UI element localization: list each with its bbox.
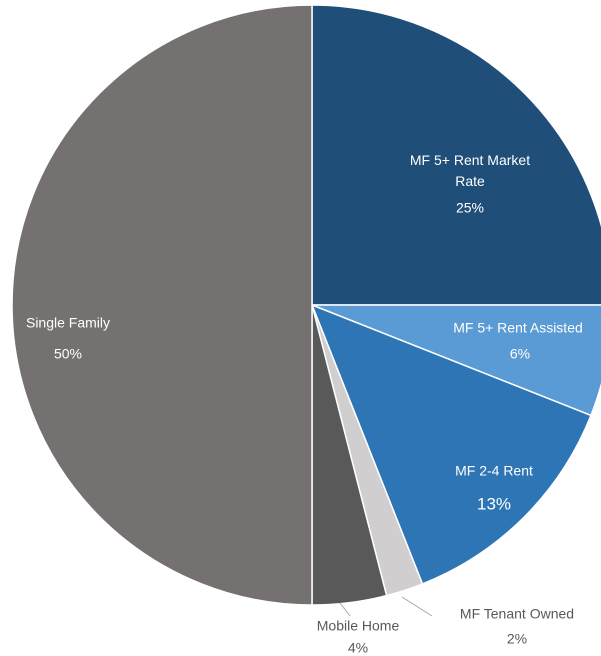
pie-slice — [311, 4, 601, 306]
pie-slice — [11, 4, 313, 606]
slice-value-label: 50% — [53, 345, 83, 362]
slice-value-label: 4% — [347, 639, 369, 656]
slice-label: MF 2-4 Rent — [455, 462, 533, 479]
pie-slice — [310, 303, 592, 585]
slice-value-label: 13% — [476, 494, 512, 514]
slice-label: Single Family — [25, 314, 111, 331]
slice-label: MF 5+ Rent Assisted — [453, 319, 583, 336]
slice-value-label: 2% — [506, 630, 528, 647]
slice-label: MF Tenant Owned — [459, 605, 575, 622]
slice-value-label: 25% — [455, 199, 485, 216]
slice-label: MF 5+ Rent Market Rate — [409, 152, 531, 189]
slice-label: Mobile Home — [316, 617, 400, 634]
slice-value-label: 6% — [509, 345, 531, 362]
leader-line — [401, 596, 433, 617]
leader-line — [339, 602, 351, 617]
